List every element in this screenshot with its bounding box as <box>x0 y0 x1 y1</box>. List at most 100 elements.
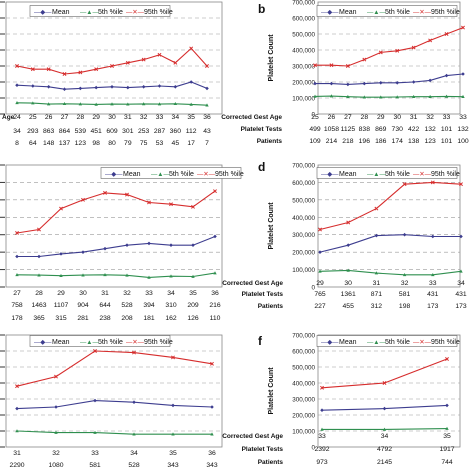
table-cell: 30 <box>393 114 401 121</box>
table-cell: 310 <box>165 302 177 309</box>
data-point-p95 <box>173 60 178 65</box>
table-cell: 33 <box>459 114 467 121</box>
table-cell: 33 <box>91 450 99 457</box>
table-cell: 27 <box>13 290 21 297</box>
data-point-mean <box>93 398 97 403</box>
table-cell: 123 <box>424 138 436 145</box>
series-group <box>15 349 214 436</box>
table-cell: 422 <box>408 126 420 133</box>
table-cell: 162 <box>165 315 177 322</box>
table-cell: 173 <box>427 303 439 310</box>
y-tick-label: 600,000 <box>292 349 315 356</box>
data-point-mean <box>329 81 334 86</box>
table-cell: 110 <box>210 315 221 322</box>
y-tick-label: 200,000 <box>292 413 315 420</box>
series-group <box>15 189 217 279</box>
data-point-mean <box>15 83 19 87</box>
plot-area <box>317 334 461 448</box>
table-row-label: Platelet Tests <box>242 446 284 453</box>
data-point-p5 <box>445 426 449 430</box>
table-cell: 360 <box>170 128 182 135</box>
data-point-mean <box>362 81 367 86</box>
table-cell: 1058 <box>324 126 339 133</box>
data-point-mean <box>54 405 58 409</box>
data-point-mean <box>31 84 35 88</box>
table-row-label: Age <box>2 114 15 121</box>
series-group <box>15 46 209 107</box>
table-cell: 29 <box>57 290 65 297</box>
table-row-label: Patients <box>258 303 284 310</box>
table-cell: 7 <box>205 140 209 147</box>
legend-marker-p95: —✕— <box>126 9 145 16</box>
table-cell: 581 <box>89 462 101 469</box>
legend-marker-p95: —✕— <box>197 171 216 178</box>
data-point-mean <box>445 403 449 408</box>
table-cell: 45 <box>172 140 180 147</box>
data-point-mean <box>191 243 195 247</box>
data-point-p5 <box>210 432 214 436</box>
data-point-mean <box>205 86 209 91</box>
table-cell: 1361 <box>341 291 356 298</box>
table-cell: 209 <box>187 302 199 309</box>
table-cell: 31 <box>13 450 21 457</box>
data-point-mean <box>173 85 178 89</box>
table-cell: 98 <box>92 140 100 147</box>
table-cell: 112 <box>186 128 197 135</box>
data-point-mean <box>318 250 322 254</box>
data-point-mean <box>461 72 465 76</box>
table-cell: 34 <box>381 433 389 440</box>
table-cell: 343 <box>167 462 179 469</box>
table-cell: 31 <box>410 114 418 121</box>
table-cell: 123 <box>75 140 87 147</box>
data-point-p5 <box>459 269 463 273</box>
table-cell: 30 <box>79 290 87 297</box>
table-cell: 138 <box>408 138 420 145</box>
plot-area <box>317 1 461 115</box>
table-cell: 33 <box>156 114 164 121</box>
legend: —◆— Mean —▲— 5th %ile —✕— 95th %ile <box>29 5 173 17</box>
table-cell: 281 <box>77 315 89 322</box>
table-cell: 32 <box>140 114 148 121</box>
table-cell: 644 <box>99 302 111 309</box>
data-point-p5 <box>313 94 317 98</box>
table-cell: 343 <box>206 462 218 469</box>
y-tick-label: 200,000 <box>292 250 315 257</box>
legend-entry-mean: Mean <box>339 171 357 178</box>
data-point-mean <box>157 84 162 88</box>
table-cell: 863 <box>43 128 55 135</box>
data-point-p95 <box>103 190 107 195</box>
table-cell: 29 <box>92 114 100 121</box>
table-cell: 28 <box>361 114 369 121</box>
table-cell: 28 <box>35 290 43 297</box>
legend-marker-mean: —◆— <box>321 339 339 346</box>
legend-entry-p95: 95th %ile <box>215 171 244 178</box>
series-line-p95 <box>315 27 464 67</box>
legend-marker-p5: —▲— <box>367 339 387 346</box>
legend-box <box>316 167 458 179</box>
data-point-p5 <box>94 102 98 106</box>
legend-entry-p95: 95th %ile <box>431 9 460 16</box>
data-point-p5 <box>157 102 162 106</box>
table-cell: 132 <box>457 126 469 133</box>
y-tick-label: 600,000 <box>292 180 315 187</box>
table-cell: 455 <box>343 303 355 310</box>
data-point-p95 <box>59 206 63 211</box>
table-cell: 287 <box>154 128 166 135</box>
table-cell: 2392 <box>314 446 329 453</box>
data-point-p5 <box>15 429 19 433</box>
y-tick-label: 300,000 <box>292 397 315 404</box>
table-cell: 208 <box>121 315 133 322</box>
panel-b: 0 100,000 200,000 300,000 400,000 500,000 600,… <box>221 0 469 145</box>
data-point-mean <box>378 81 383 85</box>
data-point-p95 <box>411 45 416 50</box>
data-point-p95 <box>362 57 367 62</box>
legend: —◆— Mean —▲— 5th %ile —✕— 95th %ile <box>316 335 460 347</box>
table-cell: 864 <box>59 128 71 135</box>
data-point-p5 <box>320 427 324 431</box>
table-cell: 137 <box>59 140 71 147</box>
table-cell: 35 <box>189 290 197 297</box>
table-cell: 80 <box>108 140 116 147</box>
table-cell: 29 <box>377 114 385 121</box>
